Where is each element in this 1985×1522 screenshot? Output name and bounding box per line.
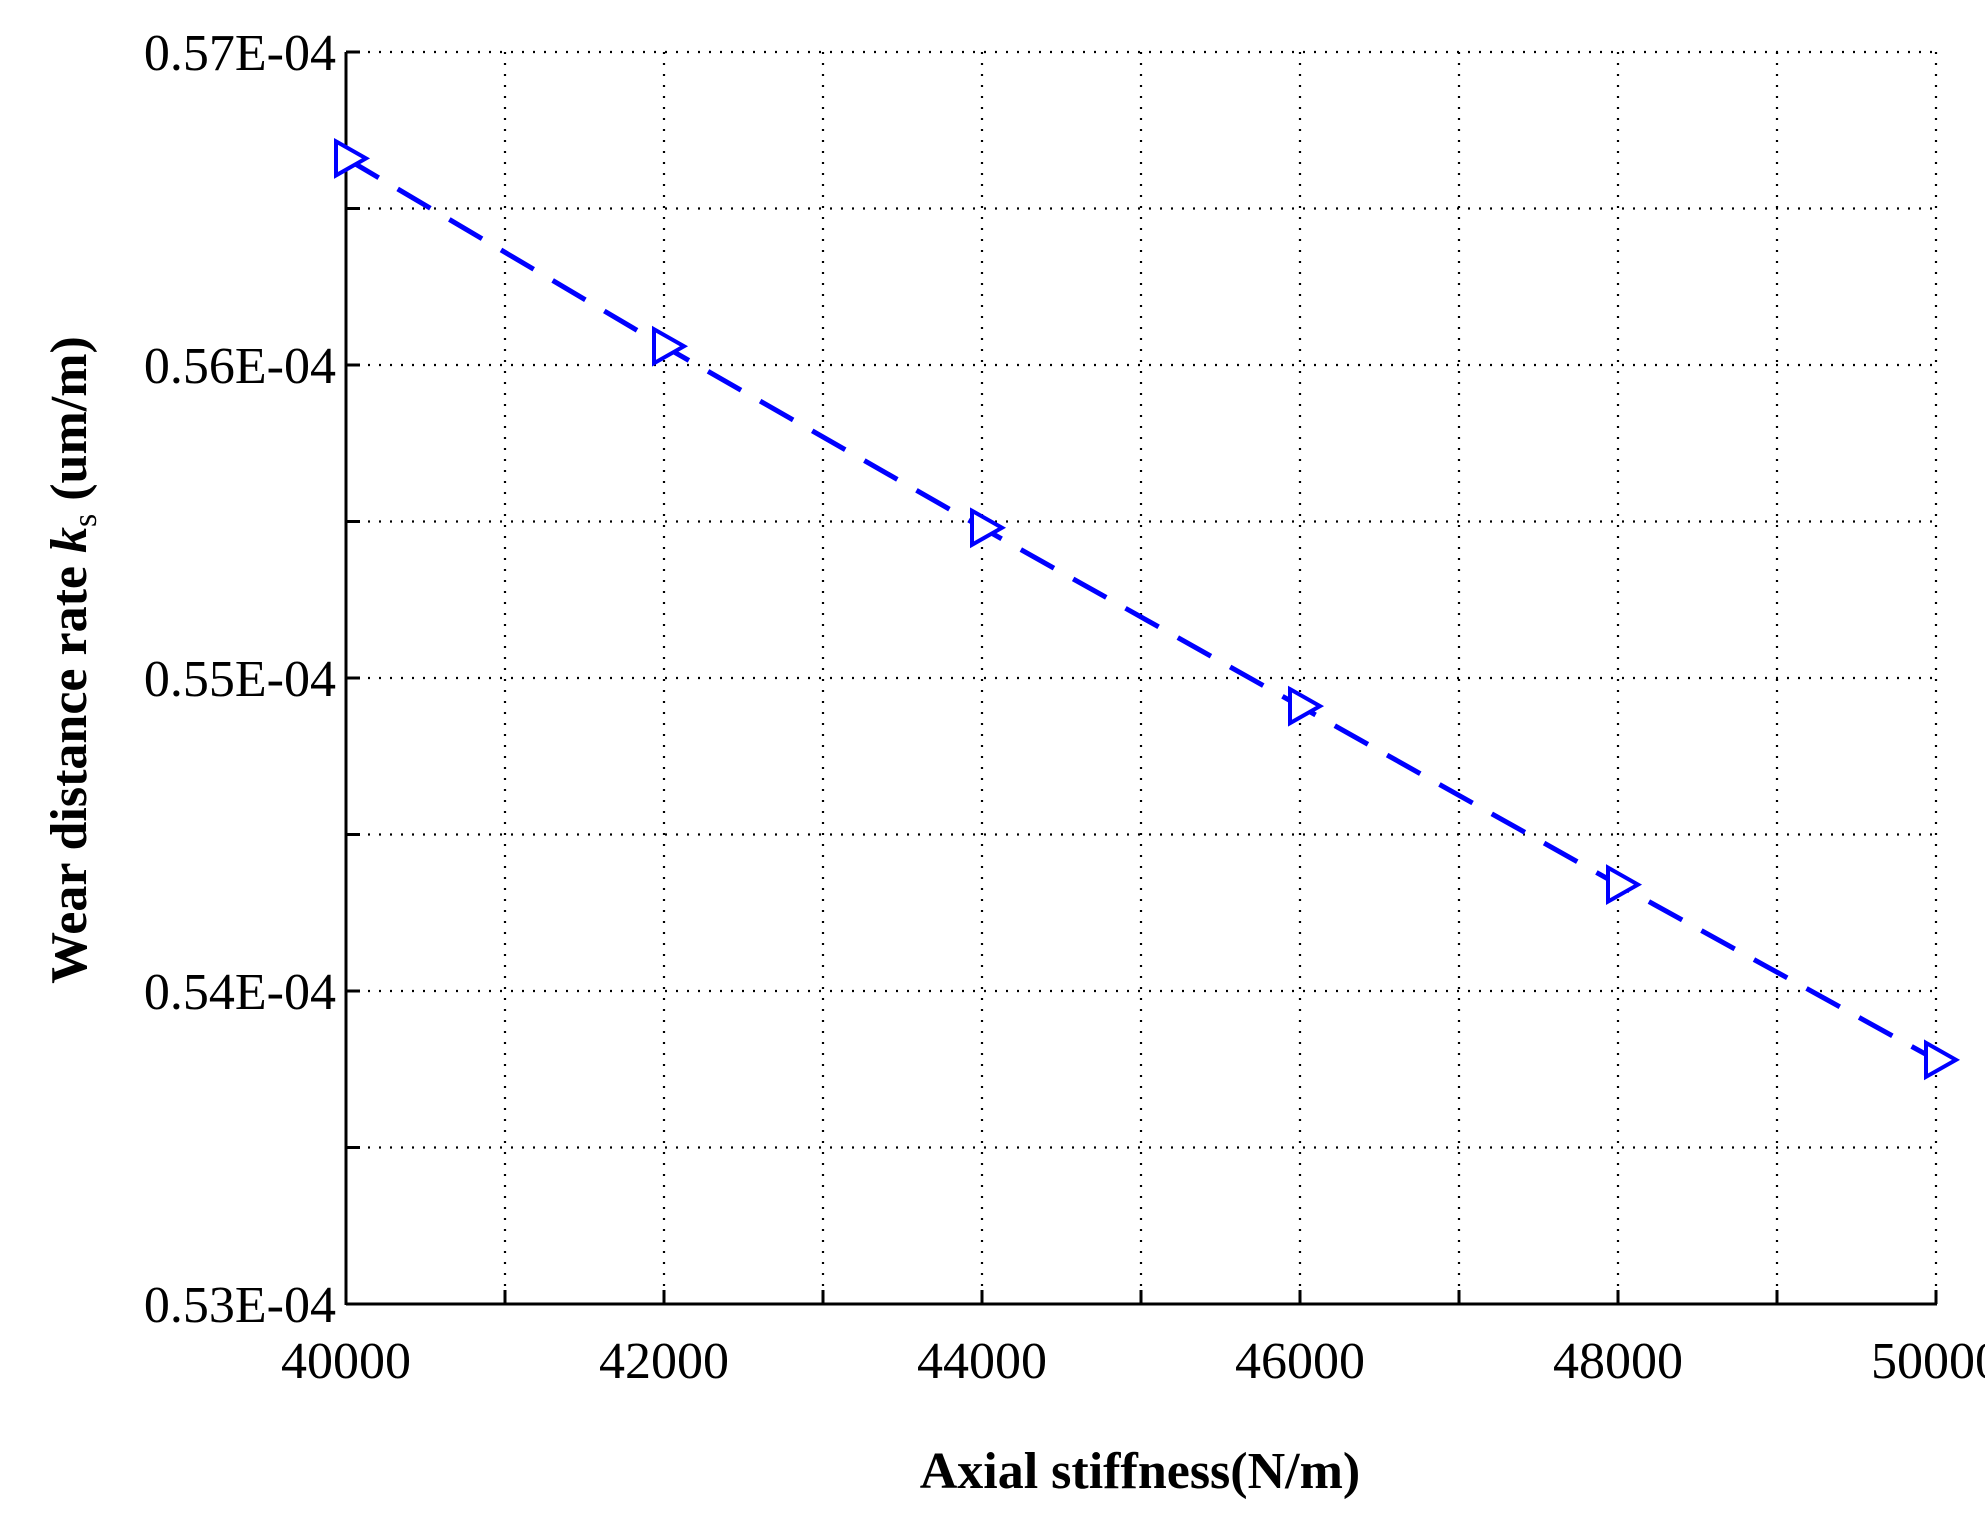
y-axis-title-unit: (um/m) — [41, 336, 98, 514]
x-axis-title: Axial stiffness(N/m) — [920, 1443, 1361, 1500]
x-tick-label: 42000 — [599, 1333, 729, 1390]
y-axis-title-main: Wear distance rate — [41, 553, 98, 984]
data-point-marker — [970, 507, 1007, 549]
y-axis-title-subscript: s — [67, 514, 104, 527]
y-tick-label: 0.53E-04 — [144, 1277, 336, 1334]
y-tick-label: 0.56E-04 — [144, 338, 336, 395]
series-line — [344, 156, 1938, 1063]
x-tick-label: 46000 — [1235, 1333, 1365, 1390]
x-tick-label: 48000 — [1553, 1333, 1683, 1390]
x-tick-label: 44000 — [917, 1333, 1047, 1390]
grid-lines — [346, 50, 1938, 1304]
y-tick-label: 0.54E-04 — [144, 964, 336, 1021]
y-tick-label: 0.55E-04 — [144, 651, 336, 708]
data-point-marker — [1606, 864, 1643, 906]
y-axis-title: Wear distance rate ks (um/m) — [41, 336, 104, 984]
tick-marks — [344, 50, 1938, 1306]
y-tick-label: 0.57E-04 — [144, 25, 336, 82]
data-point-marker — [1924, 1039, 1961, 1081]
y-axis-title-symbol: k — [41, 527, 98, 553]
data-series — [334, 137, 1961, 1081]
data-point-marker — [1288, 685, 1325, 727]
data-point-marker — [652, 325, 689, 367]
data-point-marker — [334, 137, 371, 179]
x-tick-label: 40000 — [281, 1333, 411, 1390]
